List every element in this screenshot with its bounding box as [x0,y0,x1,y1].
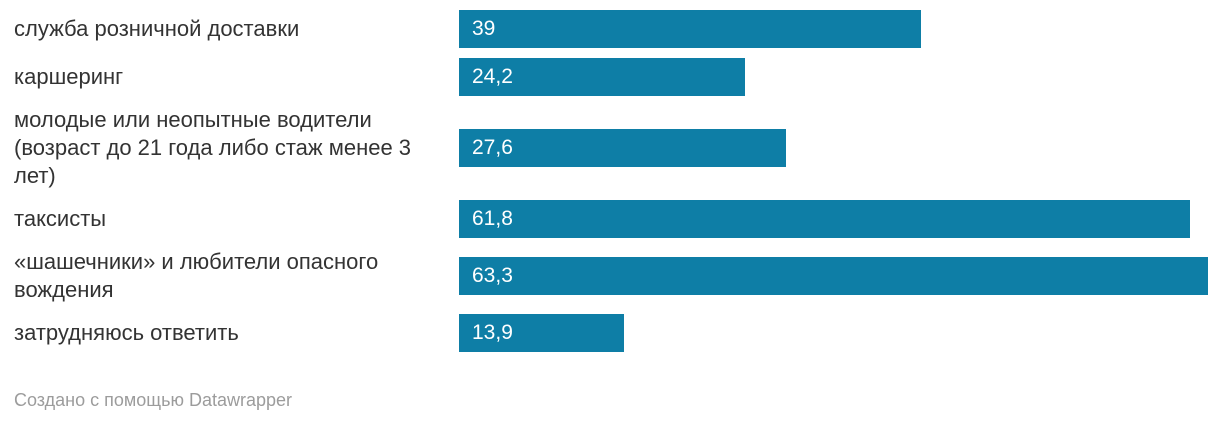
bar: 63,3 [459,257,1209,295]
category-label: «шашечники» и любители опасного вождения [14,249,379,302]
bar-track: 61,8 [459,200,1220,238]
bar: 27,6 [459,129,786,167]
bar-track: 39 [459,10,1220,48]
chart-row: служба розничной доставки 39 [14,10,1220,48]
bar-chart: служба розничной доставки 39 каршеринг 2… [14,10,1220,352]
bar-value-label: 13,9 [472,321,513,344]
bar-track: 24,2 [459,58,1220,96]
bar-value-label: 24,2 [472,65,513,88]
datawrapper-attribution-link[interactable]: Создано с помощью Datawrapper [14,390,293,410]
bar-value-label: 27,6 [472,136,513,159]
bar: 13,9 [459,314,624,352]
chart-footer: Создано с помощью Datawrapper [0,390,1220,411]
bar-track: 27,6 [459,129,1220,167]
category-label: затрудняюсь ответить [14,320,239,345]
chart-row: таксисты 61,8 [14,200,1220,238]
category-label: служба розничной доставки [14,16,300,41]
bar: 39 [459,10,921,48]
category-label: каршеринг [14,64,124,89]
chart-row: затрудняюсь ответить 13,9 [14,314,1220,352]
chart-row: каршеринг 24,2 [14,58,1220,96]
chart-row: «шашечники» и любители опасного вождения… [14,248,1220,304]
bar-track: 13,9 [459,314,1220,352]
bar: 61,8 [459,200,1191,238]
bar-value-label: 39 [472,17,496,40]
category-label: таксисты [14,206,107,231]
bar-value-label: 63,3 [472,264,513,287]
category-label: молодые или неопытные водители (возраст … [14,107,412,188]
bar: 24,2 [459,58,746,96]
bar-value-label: 61,8 [472,207,513,230]
bar-track: 63,3 [459,257,1220,295]
chart-row: молодые или неопытные водители (возраст … [14,106,1220,190]
